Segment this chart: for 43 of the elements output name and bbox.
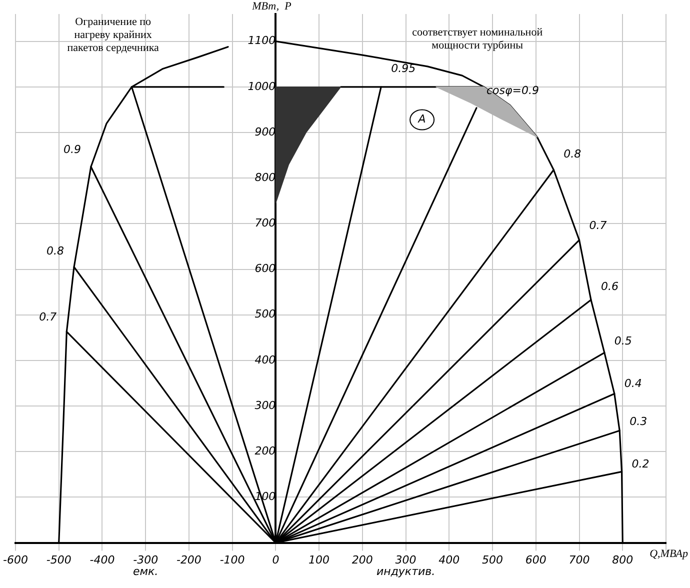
x-tick-label: -600 bbox=[3, 553, 28, 566]
x-tick-label: 200 bbox=[352, 553, 373, 566]
series-label: 0.4 bbox=[624, 376, 642, 390]
x-tick-label: 300 bbox=[395, 553, 416, 566]
y-tick-label: 800 bbox=[254, 170, 276, 184]
x-tick-label: -200 bbox=[176, 553, 202, 566]
annotation: Ограничение по нагреву крайних пакетов сердечника bbox=[67, 16, 159, 54]
x-tick-label: 0 bbox=[272, 553, 280, 566]
series-label: 0.2 bbox=[632, 458, 650, 471]
series-label: 0.5 bbox=[614, 334, 632, 348]
annotation: соответствует номинальной мощности турбины bbox=[412, 26, 543, 52]
x-tick-label: 500 bbox=[482, 553, 504, 566]
annotation: A bbox=[417, 112, 426, 126]
y-tick-label: 200 bbox=[254, 444, 276, 458]
series-label: 0.8 bbox=[46, 244, 64, 258]
y-tick-label: 300 bbox=[254, 398, 276, 412]
series-label: 0.9 bbox=[63, 143, 81, 156]
x-tick-label: -300 bbox=[133, 553, 158, 566]
x-tick-label: -100 bbox=[220, 553, 245, 566]
x-tick-label: 600 bbox=[525, 553, 546, 566]
y-tick-label: 500 bbox=[254, 308, 276, 321]
series-label: 0.3 bbox=[630, 415, 648, 428]
x-tick-label: 400 bbox=[438, 553, 460, 566]
y-tick-label: 1000 bbox=[248, 80, 276, 93]
series-label: 0.7 bbox=[589, 219, 607, 232]
text: индуктив. bbox=[376, 565, 436, 578]
series-label: 0.8 bbox=[564, 148, 582, 161]
x-tick-label: -500 bbox=[46, 553, 72, 566]
y-tick-label: 1100 bbox=[248, 34, 276, 48]
text: емк. bbox=[132, 565, 158, 578]
x-tick-label: -400 bbox=[90, 553, 115, 566]
series-label: 0.95 bbox=[391, 62, 416, 76]
y-tick-label: 900 bbox=[254, 125, 276, 138]
y-tick-label: 600 bbox=[254, 262, 276, 276]
series-label: 0.6 bbox=[600, 280, 618, 294]
x-axis-title: Q,МВАр bbox=[650, 548, 688, 560]
y-tick-label: 700 bbox=[254, 216, 276, 230]
series-label: 0.7 bbox=[39, 310, 57, 324]
x-tick-label: 100 bbox=[308, 553, 330, 566]
x-tick-label: 800 bbox=[612, 553, 634, 566]
y-tick-label: 400 bbox=[254, 353, 276, 366]
y-axis-title: МВт, Р bbox=[251, 0, 292, 12]
x-tick-label: 700 bbox=[568, 553, 590, 566]
